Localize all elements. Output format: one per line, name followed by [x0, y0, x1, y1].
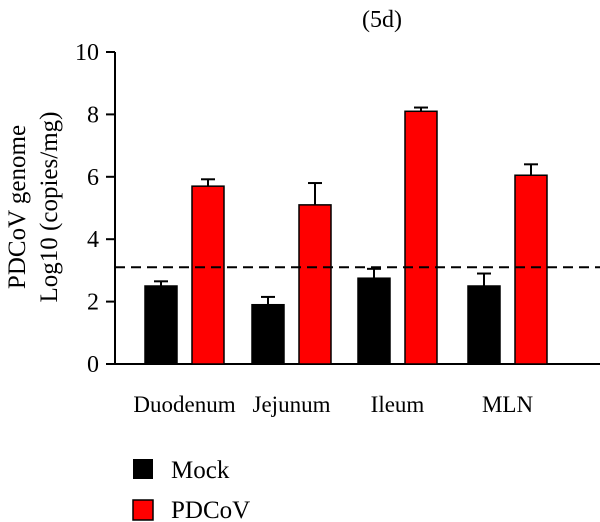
legend-label-pdcov: PDCoV: [171, 497, 250, 522]
bar-pdcov-duodenum: [191, 185, 225, 365]
y-tick-label: 8: [87, 102, 99, 128]
legend-label-mock: Mock: [171, 457, 230, 484]
bar-pdcov-mln: [514, 174, 548, 365]
y-axis-label-line-2: Log10 (copies/mg): [36, 112, 63, 303]
x-tick-label: Ileum: [371, 392, 425, 417]
x-tick-label: MLN: [482, 392, 534, 417]
y-tick-label: 0: [87, 352, 99, 378]
bar-pdcov-jejunum: [298, 204, 332, 365]
legend-swatch-pdcov: [132, 499, 154, 521]
bar-pdcov-ileum: [404, 110, 438, 365]
x-tick-label: Duodenum: [133, 392, 235, 417]
y-axis-label-line-1: PDCoV genome: [4, 125, 31, 289]
legend-swatch-mock: [133, 459, 153, 479]
legend: Mock PDCoV: [132, 457, 250, 522]
y-axis-label: PDCoV genome Log10 (copies/mg): [4, 112, 63, 303]
plot-area: 0 2 4 6 8 10 Duodenum Jejunum Ileum MLN: [75, 40, 600, 417]
x-tick-label: Jejunum: [253, 392, 331, 417]
y-tick-label: 4: [87, 227, 99, 253]
y-tick-label: 2: [87, 290, 99, 316]
bar-mock-jejunum: [251, 303, 285, 365]
y-tick-label: 6: [87, 165, 99, 191]
chart-title: (5d): [362, 7, 402, 33]
y-tick-label: 10: [75, 40, 99, 66]
bar-mock-duodenum: [144, 285, 178, 365]
bar-mock-ileum: [357, 277, 391, 365]
bar-mock-mln: [467, 285, 501, 365]
